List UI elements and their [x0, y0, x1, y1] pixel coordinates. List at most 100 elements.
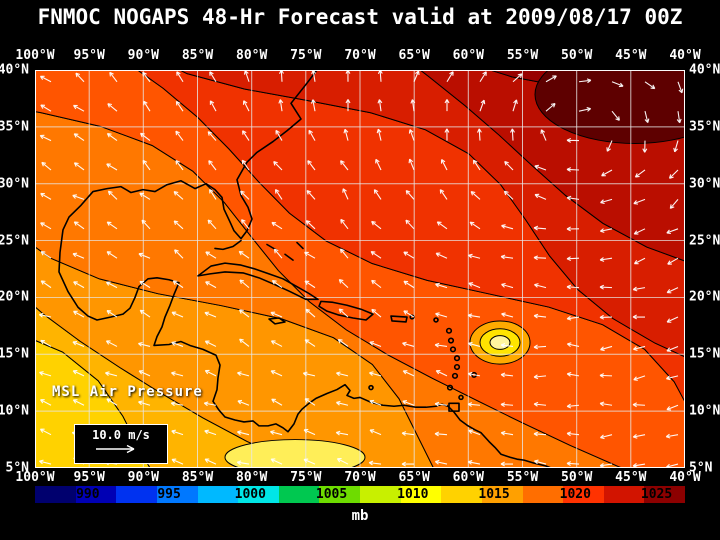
lon-label-bottom: 90°W	[127, 470, 159, 485]
colorbar: 990 995 1000 1005 1010 1015 1020 1025	[35, 486, 685, 503]
lon-label-bottom: 55°W	[506, 470, 539, 485]
lon-label-bottom: 85°W	[181, 470, 214, 485]
latitude-labels-right: 40°N 35°N 30°N 25°N 20°N 15°N 10°N 5°N	[688, 0, 720, 540]
colorbar-segment	[441, 486, 482, 503]
lat-label-left: 20°N	[0, 289, 29, 305]
wind-legend-label: 10.0 m/s	[92, 428, 150, 442]
coast-hispaniola	[318, 300, 374, 321]
lon-label-bottom: 95°W	[73, 470, 105, 485]
wind-legend-box: 10.0 m/s	[74, 424, 168, 464]
lon-label-top: 100°W	[15, 48, 55, 63]
lon-label-bottom: 70°W	[344, 470, 376, 485]
lon-label-bottom: 60°W	[452, 470, 484, 485]
lat-label-right: 20°N	[689, 289, 720, 305]
colorbar-segment	[156, 486, 198, 503]
colorbar-tick-label: 1005	[315, 486, 348, 502]
lat-label-right: 40°N	[689, 62, 720, 78]
lon-label-top: 75°W	[290, 48, 322, 63]
lat-label-right: 25°N	[689, 233, 720, 249]
island-dominica	[449, 346, 457, 353]
lat-label-right: 10°N	[689, 403, 720, 419]
latitude-labels-left: 40°N 35°N 30°N 25°N 20°N 15°N 10°N 5°N	[0, 0, 32, 540]
colorbar-segment	[522, 486, 564, 503]
colorbar-segment	[116, 486, 157, 503]
page-title: FNMOC NOGAPS 48-Hr Forecast valid at 200…	[37, 5, 683, 29]
longitude-labels-bottom: 100°W 95°W 90°W 85°W 80°W 75°W 70°W 65°W 60°W 55°…	[0, 470, 720, 486]
lon-label-bottom: 80°W	[236, 470, 268, 485]
colorbar-tick-label: 1000	[234, 486, 266, 502]
lat-label-left: 15°N	[0, 346, 29, 362]
colorbar-segment	[319, 486, 360, 503]
island-st-vincent	[451, 372, 459, 379]
lon-label-top: 70°W	[344, 48, 376, 63]
lon-label-bottom: 45°W	[615, 470, 647, 485]
lon-label-top: 90°W	[127, 48, 159, 63]
wind-legend-arrow-icon	[96, 444, 135, 454]
island-st-lucia	[453, 363, 461, 371]
colorbar-tick-label: 1025	[640, 486, 673, 502]
coast-florida-keys	[214, 239, 242, 251]
colorbar-segment	[35, 486, 76, 503]
lat-label-right: 30°N	[689, 176, 720, 192]
lat-label-right: 35°N	[689, 119, 720, 135]
colorbar-tick-label: 995	[157, 486, 181, 502]
island-grenada	[446, 384, 454, 391]
island-martinique	[453, 355, 461, 362]
high-pressure-core	[534, 70, 685, 144]
lat-label-left: 5°N	[5, 460, 29, 476]
pressure-features	[224, 70, 685, 468]
lon-label-bottom: 40°W	[669, 470, 701, 485]
island-curacao	[368, 384, 374, 391]
pressure-map	[35, 70, 685, 468]
lon-label-bottom: 65°W	[398, 470, 430, 485]
island-st-martin	[433, 317, 439, 323]
low-pressure-patch	[224, 439, 366, 468]
coast-cuba	[197, 262, 319, 301]
colorbar-segment	[603, 486, 645, 503]
lat-label-left: 25°N	[0, 233, 29, 249]
colorbar-tick-label: 1015	[478, 486, 510, 502]
field-label: MSL Air Pressure	[52, 384, 203, 400]
lat-label-left: 10°N	[0, 403, 29, 419]
lat-label-left: 35°N	[0, 119, 29, 135]
lon-label-bottom: 100°W	[15, 470, 55, 485]
coast-mainland	[58, 70, 552, 468]
lon-label-top: 80°W	[236, 48, 268, 63]
map-border	[35, 70, 685, 468]
lat-label-left: 40°N	[0, 62, 29, 78]
lat-label-right: 15°N	[689, 346, 720, 362]
lon-label-top: 85°W	[181, 48, 214, 63]
colorbar-segment	[400, 486, 442, 503]
colorbar-segment	[563, 486, 604, 503]
colorbar-segment	[75, 486, 117, 503]
lon-label-top: 45°W	[615, 48, 647, 63]
coast-jamaica	[268, 317, 286, 325]
colorbar-unit: mb	[351, 508, 369, 524]
lon-label-top: 40°W	[669, 48, 701, 63]
island-tobago	[458, 394, 464, 401]
colorbar-segment	[481, 486, 523, 503]
closed-low-center	[489, 335, 511, 350]
lon-label-bottom: 75°W	[290, 470, 322, 485]
lat-label-right: 5°N	[689, 460, 713, 476]
colorbar-segment	[278, 486, 320, 503]
coast-trinidad	[448, 402, 460, 412]
coastlines	[58, 70, 552, 468]
lon-label-top: 50°W	[561, 48, 593, 63]
island-antigua	[445, 327, 453, 334]
colorbar-tick-label: 990	[76, 486, 100, 502]
colorbar-tick-label: 1020	[559, 486, 591, 502]
lon-label-top: 95°W	[73, 48, 105, 63]
colorbar-segment	[360, 486, 401, 503]
colorbar-tick-label: 1010	[397, 486, 429, 502]
longitude-labels-top: 100°W 95°W 90°W 85°W 80°W 75°W 70°W 65°W 60°W 55°…	[0, 48, 720, 64]
lon-label-top: 55°W	[506, 48, 539, 63]
coast-puerto-rico	[390, 315, 408, 323]
lon-label-bottom: 50°W	[561, 470, 593, 485]
lon-label-top: 60°W	[452, 48, 484, 63]
latlon-grid	[35, 70, 685, 468]
lon-label-top: 65°W	[398, 48, 430, 63]
island-guadeloupe	[447, 337, 455, 344]
wind-vectors	[38, 70, 684, 468]
